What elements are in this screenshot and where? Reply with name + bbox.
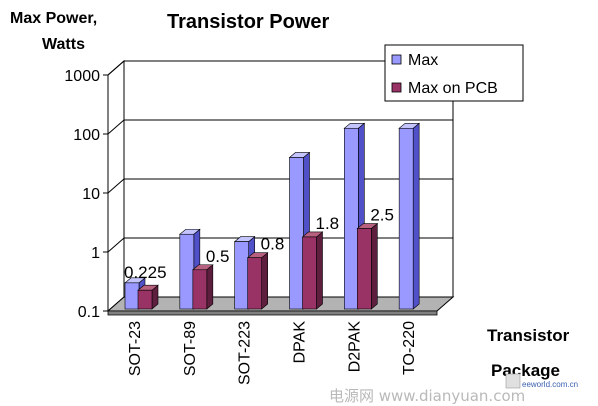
logo-text: eeworld.com.cn: [522, 380, 578, 389]
category-labels: SOT-23 SOT-89 SOT-223 DPAK D2PAK TO-220: [127, 321, 418, 385]
bar-max-on-pcb-dpak: [301, 231, 324, 310]
data-label-d2pak: 2.5: [370, 206, 394, 225]
gridline-1: [107, 237, 453, 253]
data-label-sot-23: 0.225: [124, 263, 167, 282]
legend-swatch-max: [391, 54, 402, 65]
bar-max-on-pcb-sot-89-side: [206, 264, 214, 310]
gridline-10: [107, 178, 453, 194]
bar-max-sot-223-front: [234, 241, 249, 310]
category-label-to-220: TO-220: [401, 321, 418, 375]
y-tick-labels: 1000 100 10 1 0.1: [64, 68, 108, 321]
data-label-dpak: 1.8: [316, 214, 340, 233]
gridlines: [107, 60, 453, 253]
gridline-1000: [107, 60, 453, 76]
bar-max-sot-89-front: [179, 233, 195, 310]
category-label-d2pak: D2PAK: [346, 321, 363, 373]
category-label-sot-23: SOT-23: [127, 321, 144, 376]
gridline-100: [107, 119, 453, 135]
bar-max-on-pcb-sot-223-front: [247, 257, 262, 310]
y-tick-label-1000: 1000: [64, 68, 100, 85]
bar-max-dpak-front: [289, 157, 304, 310]
bar-max-on-pcb-d2pak: [356, 222, 379, 310]
x-axis-label-line2: Package: [491, 361, 560, 380]
data-label-sot-89: 0.5: [206, 247, 230, 266]
watermark: 电源网 www.dianyuan.com: [329, 387, 525, 405]
bar-max-on-pcb-sot-89-front: [192, 269, 208, 310]
floor-edge: [107, 310, 438, 316]
y-tick-label-100: 100: [73, 127, 100, 144]
chart-title: Transistor Power: [167, 11, 329, 33]
bar-max-to-220: [398, 122, 420, 310]
bar-max-on-pcb-sot-223-side: [261, 252, 268, 310]
data-labels: 0.225 0.5 0.8 1.8 2.5: [124, 206, 394, 283]
bar-max-on-pcb-sot-23-front: [137, 289, 153, 310]
category-label-dpak: DPAK: [292, 321, 309, 364]
data-label-sot-223: 0.8: [261, 235, 285, 254]
bar-max-on-pcb-d2pak-side: [371, 222, 378, 310]
y-axis-label-line2: Watts: [42, 36, 85, 53]
y-tick-label-1: 1: [91, 245, 100, 262]
y-tick-label-0-1: 0.1: [78, 304, 100, 321]
bars: [124, 122, 420, 310]
bar-max-on-pcb-sot-23: [137, 284, 159, 310]
bar-max-on-pcb-dpak-front: [302, 236, 317, 310]
legend: Max Max on PCB: [384, 44, 524, 102]
bar-max-to-220-side: [412, 122, 420, 310]
bar-max-sot-23-front: [124, 282, 140, 310]
y-axis-label-line1: Max Power,: [10, 10, 97, 27]
logo-mark: [505, 373, 521, 389]
bar-max-on-pcb-sot-223: [246, 252, 269, 310]
bar-max-on-pcb-dpak-side: [316, 231, 323, 310]
bar-max-on-pcb-sot-89: [192, 264, 214, 310]
category-label-sot-223: SOT-223: [237, 321, 254, 385]
watermark-logo: eeworld.com.cn: [505, 373, 578, 389]
legend-box: [384, 44, 524, 102]
bar-max-on-pcb-d2pak-front: [357, 228, 372, 310]
x-axis-label-line1: Transistor: [487, 326, 570, 345]
bar-max-d2pak-front: [344, 127, 359, 310]
legend-label-max-on-pcb: Max on PCB: [408, 80, 498, 97]
bar-max-to-220-front: [398, 127, 414, 310]
legend-label-max: Max: [408, 52, 438, 69]
legend-swatch-max-on-pcb: [391, 82, 402, 93]
category-label-sot-89: SOT-89: [182, 321, 199, 376]
y-tick-label-10: 10: [82, 186, 100, 203]
